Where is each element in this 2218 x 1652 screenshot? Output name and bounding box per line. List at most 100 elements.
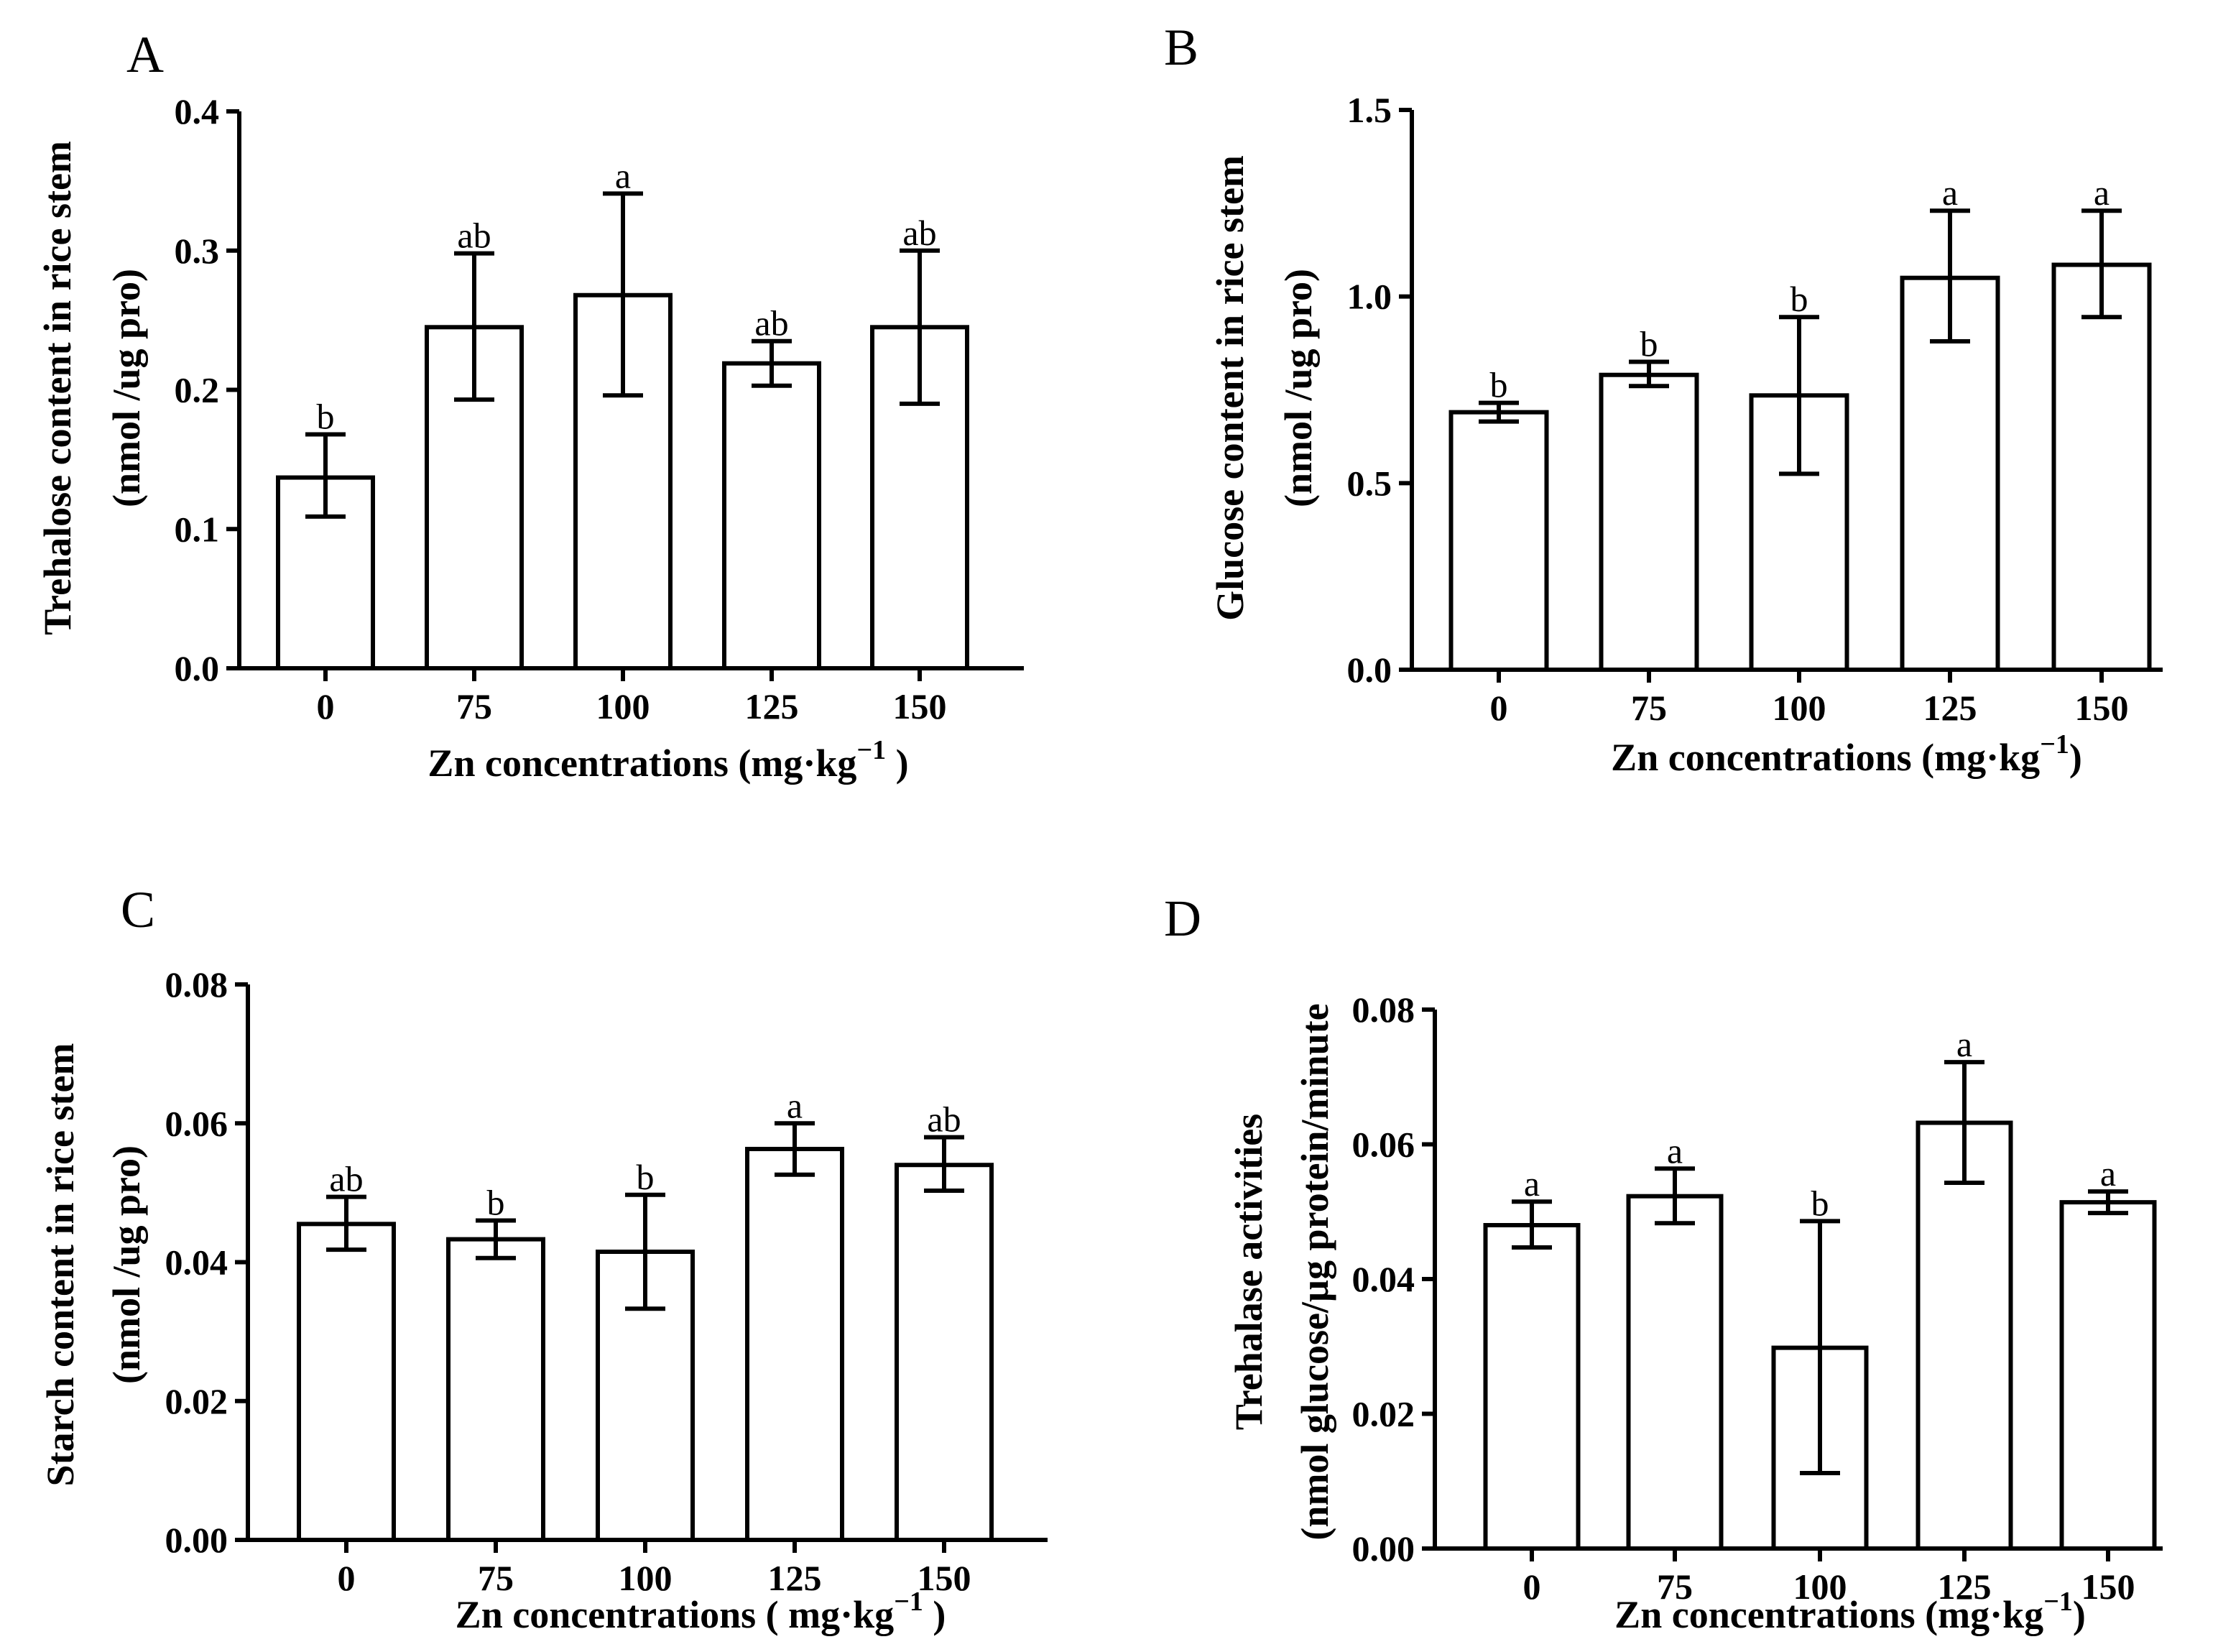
x-axis-title-a: Zn concentrations (mg·kg−1 ) — [428, 735, 908, 785]
significance-label-c-125: a — [787, 1085, 803, 1125]
x-tick-label-c: 150 — [918, 1558, 971, 1598]
y-tick-label-c: 0.08 — [165, 964, 228, 1005]
panel-letter-b: B — [1164, 19, 1198, 76]
bar-a-150 — [870, 325, 969, 670]
error-bar-c-75 — [476, 1218, 516, 1260]
y-axis-title-b: Glucose content in rice stem — [1209, 155, 1252, 621]
bar-d-125 — [1916, 1120, 2013, 1551]
y-tick-label-b: 1.5 — [1347, 90, 1392, 130]
y-tick-label-a: 0.1 — [175, 509, 220, 549]
x-tick-label-a: 0 — [317, 686, 335, 726]
x-tick-label-b: 125 — [1923, 688, 1977, 728]
error-bar-b-75 — [1629, 359, 1669, 389]
significance-label-c-0: ab — [329, 1159, 363, 1199]
bar-c-0 — [297, 1222, 396, 1542]
x-tick-label-b: 75 — [1631, 688, 1667, 728]
y-axis-title-d: Trehalase activities — [1227, 1114, 1270, 1430]
bar-b-75 — [1599, 372, 1699, 673]
significance-label-c-100: b — [637, 1157, 655, 1197]
significance-label-b-75: b — [1640, 324, 1658, 364]
error-bar-d-0 — [1512, 1199, 1552, 1250]
error-bar-a-100 — [603, 191, 643, 398]
significance-label-a-125: ab — [754, 303, 788, 343]
error-bar-d-100 — [1800, 1219, 1840, 1475]
chart-panel-d: a a b a a 0.00 0.02 0.04 0.06 0.08 0 75 100 125 150Zn … — [1227, 989, 2163, 1636]
bar-c-125 — [745, 1147, 844, 1542]
significance-label-a-150: ab — [902, 213, 936, 253]
chart-panel-a: b ab a ab ab 0.0 0.1 0.2 0.3 0.4 0 75 100 125 150 Zn co… — [36, 91, 1024, 785]
bar-b-150 — [2051, 262, 2152, 673]
bar-a-125 — [722, 361, 821, 670]
y-tick-label-c: 0.04 — [165, 1242, 228, 1283]
y-axis-subtitle-d: (nmol glucose/µg protein/minute — [1293, 1003, 1336, 1540]
error-bar-a-125 — [752, 338, 792, 388]
error-bar-b-150 — [2081, 208, 2122, 320]
significance-label-a-0: b — [317, 397, 335, 437]
error-bar-c-125 — [775, 1121, 815, 1177]
x-tick-label-d: 75 — [1657, 1566, 1693, 1607]
y-axis-subtitle-b: (nmol /ug pro) — [1277, 269, 1320, 507]
x-tick-label-a: 75 — [456, 686, 492, 726]
error-bar-d-150 — [2088, 1189, 2128, 1216]
bar-d-150 — [2059, 1200, 2157, 1551]
significance-label-d-0: a — [1524, 1163, 1540, 1204]
x-tick-label-c: 75 — [478, 1558, 514, 1598]
x-tick-label-d: 100 — [1793, 1566, 1847, 1607]
x-tick-label-a: 125 — [745, 686, 799, 726]
x-tick-label-b: 100 — [1773, 688, 1826, 728]
y-tick-label-d: 0.08 — [1352, 989, 1415, 1030]
x-tick-label-c: 0 — [338, 1558, 356, 1598]
error-bar-c-100 — [625, 1192, 665, 1311]
y-tick-label-a: 0.4 — [175, 91, 220, 131]
significance-label-c-75: b — [487, 1183, 505, 1223]
x-tick-label-d: 0 — [1523, 1566, 1541, 1607]
error-bar-c-150 — [924, 1135, 964, 1193]
error-bar-d-125 — [1944, 1060, 1984, 1185]
panel-letter-a: A — [126, 26, 164, 83]
x-axis-title-b: Zn concentrations (mg·kg−1) — [1611, 729, 2082, 779]
x-tick-label-d: 150 — [2081, 1566, 2135, 1607]
significance-label-b-125: a — [1942, 172, 1958, 213]
y-axis-title-c: Starch content in rice stem — [39, 1043, 82, 1487]
significance-label-b-0: b — [1490, 365, 1508, 405]
y-tick-label-c: 0.00 — [165, 1520, 228, 1560]
x-tick-label-c: 100 — [619, 1558, 673, 1598]
y-tick-label-a: 0.3 — [175, 231, 220, 271]
significance-label-a-100: a — [615, 155, 631, 195]
y-tick-label-c: 0.02 — [165, 1381, 228, 1421]
error-bar-c-0 — [326, 1194, 366, 1252]
y-tick-label-a: 0.0 — [175, 648, 220, 688]
y-tick-label-d: 0.06 — [1352, 1125, 1415, 1165]
y-axis-subtitle-c: (nmol /ug pro) — [105, 1145, 148, 1384]
significance-label-d-125: a — [1956, 1024, 1972, 1064]
y-tick-label-d: 0.00 — [1352, 1528, 1415, 1569]
error-bar-a-150 — [900, 248, 940, 406]
error-bar-b-0 — [1479, 400, 1519, 424]
bar-c-75 — [446, 1237, 545, 1543]
error-bar-a-0 — [305, 432, 346, 519]
panel-letter-d: D — [1164, 890, 1201, 947]
x-tick-label-b: 150 — [2075, 688, 2129, 728]
significance-label-d-150: a — [2100, 1153, 2116, 1194]
bar-d-0 — [1483, 1223, 1581, 1551]
y-tick-label-c: 0.06 — [165, 1103, 228, 1143]
significance-label-d-75: a — [1667, 1130, 1683, 1171]
panel-letter-c: C — [121, 881, 155, 938]
y-tick-label-b: 0.5 — [1347, 463, 1392, 503]
significance-label-c-150: ab — [927, 1099, 961, 1140]
significance-label-b-150: a — [2094, 172, 2110, 213]
bar-b-0 — [1448, 410, 1549, 672]
x-axis-title-c: Zn concentrations ( mg·kg−1 ) — [456, 1587, 946, 1636]
y-tick-label-d: 0.02 — [1352, 1394, 1415, 1434]
y-tick-label-d: 0.04 — [1352, 1259, 1415, 1299]
y-tick-label-b: 1.0 — [1347, 277, 1392, 317]
significance-label-b-100: b — [1790, 279, 1808, 319]
error-bar-b-125 — [1930, 208, 1970, 343]
error-bar-d-75 — [1655, 1166, 1695, 1226]
y-axis-title-a: Trehalose content in rice stem — [36, 141, 79, 635]
y-tick-label-b: 0.0 — [1347, 650, 1392, 690]
x-tick-label-a: 150 — [893, 686, 947, 726]
significance-label-d-100: b — [1811, 1183, 1829, 1223]
